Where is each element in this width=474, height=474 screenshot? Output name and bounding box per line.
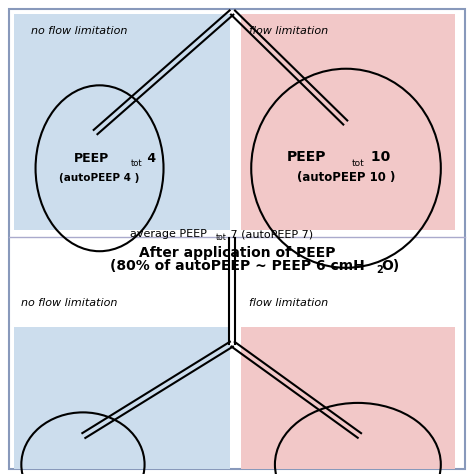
Text: PEEP: PEEP [287, 150, 326, 164]
Text: (autoPEEP 4 ): (autoPEEP 4 ) [59, 173, 140, 183]
Bar [14, 327, 230, 469]
Text: flow limitation: flow limitation [249, 26, 328, 36]
Text: flow limitation: flow limitation [249, 298, 328, 309]
Bar [14, 14, 230, 230]
Text: tot: tot [216, 234, 227, 242]
Bar [241, 327, 455, 469]
Bar [241, 14, 455, 230]
Text: 7 (autoPEEP 7): 7 (autoPEEP 7) [227, 229, 313, 239]
Text: no flow limitation: no flow limitation [31, 26, 127, 36]
Text: 2: 2 [376, 264, 383, 275]
Text: After application of PEEP: After application of PEEP [139, 246, 335, 260]
Text: tot: tot [130, 159, 142, 168]
Text: (autoPEEP 10 ): (autoPEEP 10 ) [297, 171, 395, 184]
Text: average PEEP: average PEEP [130, 229, 207, 239]
Text: 10: 10 [366, 150, 390, 164]
Text: no flow limitation: no flow limitation [21, 298, 118, 309]
Text: PEEP: PEEP [73, 152, 109, 165]
Text: 4: 4 [143, 152, 156, 165]
Text: tot: tot [352, 159, 365, 168]
Text: (80% of autoPEEP ~ PEEP 6 cmH: (80% of autoPEEP ~ PEEP 6 cmH [109, 259, 365, 273]
Text: O): O) [382, 259, 400, 273]
